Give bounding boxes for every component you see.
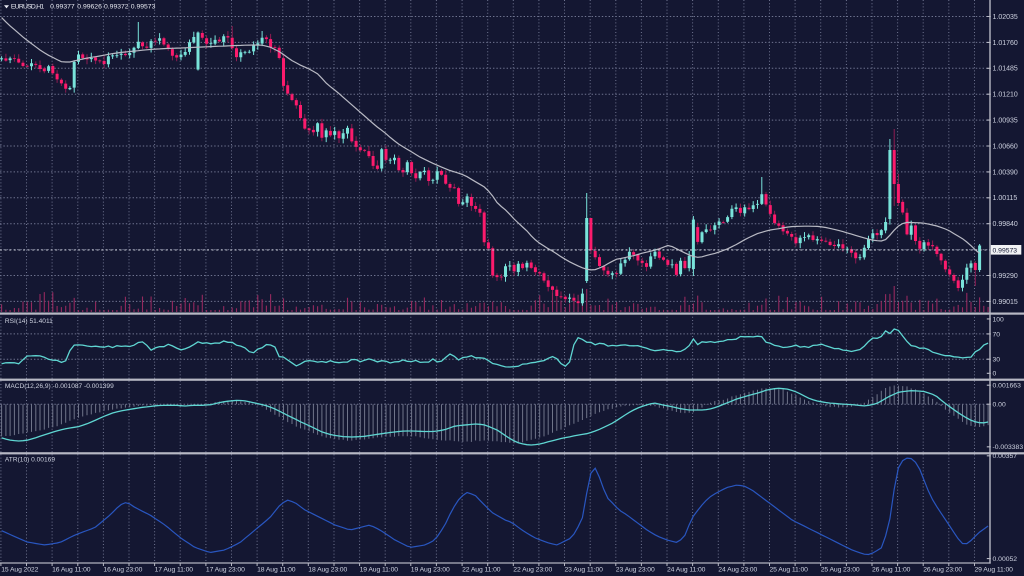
- svg-text:19 Aug 23:00: 19 Aug 23:00: [411, 567, 450, 574]
- svg-text:0: 0: [993, 371, 997, 378]
- svg-text:0.99372: 0.99372: [104, 4, 129, 11]
- svg-text:22 Aug 23:00: 22 Aug 23:00: [513, 567, 552, 574]
- svg-text:0.00: 0.00: [993, 402, 1006, 409]
- svg-text:0.99377: 0.99377: [50, 4, 75, 11]
- svg-text:1.00115: 1.00115: [993, 195, 1018, 202]
- svg-text:RSI(14) 51.4011: RSI(14) 51.4011: [5, 318, 53, 325]
- svg-text:0.001663: 0.001663: [993, 383, 1022, 390]
- svg-text:1.00390: 1.00390: [993, 169, 1018, 176]
- svg-text:23 Aug 23:00: 23 Aug 23:00: [616, 567, 655, 574]
- svg-text:0.00357: 0.00357: [993, 453, 1018, 460]
- svg-text:17 Aug 11:00: 17 Aug 11:00: [155, 567, 194, 574]
- svg-text:EURUSD,H1: EURUSD,H1: [11, 4, 44, 11]
- svg-text:19 Aug 11:00: 19 Aug 11:00: [360, 567, 399, 574]
- svg-text:ATR(10) 0.00169: ATR(10) 0.00169: [5, 456, 55, 463]
- svg-text:0.99290: 0.99290: [993, 273, 1018, 280]
- svg-text:0.99626: 0.99626: [77, 4, 102, 11]
- svg-text:1.01485: 1.01485: [993, 66, 1018, 73]
- svg-text:22 Aug 11:00: 22 Aug 11:00: [462, 567, 501, 574]
- svg-text:0.00052: 0.00052: [993, 556, 1018, 563]
- svg-text:24 Aug 23:00: 24 Aug 23:00: [718, 567, 757, 574]
- svg-text:24 Aug 11:00: 24 Aug 11:00: [667, 567, 706, 574]
- svg-text:23 Aug 11:00: 23 Aug 11:00: [565, 567, 604, 574]
- svg-text:15 Aug 2022: 15 Aug 2022: [1, 567, 38, 574]
- svg-text:16 Aug 11:00: 16 Aug 11:00: [52, 567, 91, 574]
- svg-text:1.01210: 1.01210: [993, 92, 1018, 99]
- svg-text:25 Aug 11:00: 25 Aug 11:00: [770, 567, 809, 574]
- svg-text:16 Aug 23:00: 16 Aug 23:00: [103, 567, 142, 574]
- svg-text:1.00935: 1.00935: [993, 118, 1018, 125]
- svg-text:1.01760: 1.01760: [993, 40, 1018, 47]
- svg-text:18 Aug 23:00: 18 Aug 23:00: [308, 567, 347, 574]
- svg-text:26 Aug 11:00: 26 Aug 11:00: [872, 567, 911, 574]
- svg-text:1.00660: 1.00660: [993, 143, 1018, 150]
- svg-text:1.02035: 1.02035: [993, 14, 1018, 21]
- svg-text:70: 70: [993, 331, 1001, 338]
- svg-text:25 Aug 23:00: 25 Aug 23:00: [821, 567, 860, 574]
- svg-text:0.99573: 0.99573: [131, 4, 156, 11]
- svg-text:0.99573: 0.99573: [993, 248, 1018, 255]
- svg-text:MACD(12,26,9) -0.001087 -0.001: MACD(12,26,9) -0.001087 -0.001399: [5, 383, 114, 390]
- svg-text:18 Aug 11:00: 18 Aug 11:00: [257, 567, 296, 574]
- svg-text:0.99840: 0.99840: [993, 221, 1018, 228]
- svg-text:100: 100: [993, 316, 1005, 323]
- svg-text:-0.003383: -0.003383: [993, 444, 1024, 451]
- svg-text:17 Aug 23:00: 17 Aug 23:00: [206, 567, 245, 574]
- svg-text:0.99015: 0.99015: [993, 299, 1018, 306]
- svg-text:30: 30: [993, 357, 1001, 364]
- svg-text:26 Aug 23:00: 26 Aug 23:00: [923, 567, 962, 574]
- svg-text:29 Aug 11:00: 29 Aug 11:00: [975, 567, 1014, 574]
